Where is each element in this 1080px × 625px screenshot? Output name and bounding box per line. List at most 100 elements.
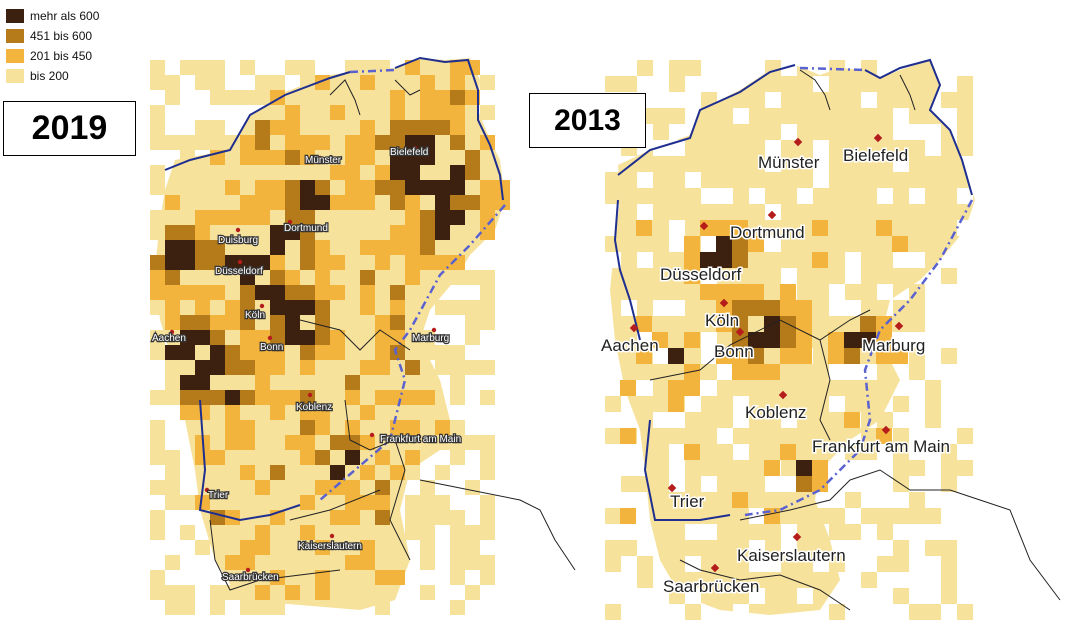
grid-cell (165, 480, 180, 495)
grid-cell (255, 210, 270, 225)
city-label: Münster (758, 153, 820, 172)
grid-cell (465, 165, 480, 180)
grid-cell (465, 435, 480, 450)
grid-cell (315, 420, 330, 435)
grid-cell (480, 135, 495, 150)
grid-cell (637, 380, 653, 396)
city-label: Köln (245, 310, 265, 321)
grid-cell (225, 345, 240, 360)
city-marker (778, 390, 788, 400)
grid-cell (420, 150, 435, 165)
grid-cell (450, 75, 465, 90)
grid-cell (255, 150, 270, 165)
grid-cell (165, 375, 180, 390)
city-marker (792, 532, 802, 542)
city-marker (245, 567, 251, 573)
grid-cell (285, 285, 300, 300)
grid-cell (420, 495, 435, 510)
grid-cell (909, 316, 925, 332)
grid-cell (450, 180, 465, 195)
grid-cell (480, 270, 495, 285)
grid-cell (195, 210, 210, 225)
grid-cell (909, 124, 925, 140)
grid-cell (909, 300, 925, 316)
border-lines (649, 309, 1061, 611)
grid-cell (315, 255, 330, 270)
grid-cell (345, 135, 360, 150)
grid-cell (957, 124, 973, 140)
grid-cell (405, 390, 420, 405)
grid-cell (195, 360, 210, 375)
grid-cell (285, 195, 300, 210)
grid-cell (893, 428, 909, 444)
grid-cell (909, 348, 925, 364)
grid-cell (909, 364, 925, 380)
grid-cell (845, 252, 861, 268)
grid-cell (861, 444, 877, 460)
city-label: Dortmund (730, 223, 805, 242)
city-label: Bonn (714, 342, 754, 361)
grid-cell (180, 495, 195, 510)
grid-cell (669, 412, 685, 428)
grid-cell (225, 300, 240, 315)
grid-cell (285, 585, 300, 600)
grid-cell (345, 450, 360, 465)
grid-cell (165, 495, 180, 510)
grid-cell (195, 315, 210, 330)
grid-cell (637, 60, 653, 76)
grid-cell (360, 240, 375, 255)
grid-cell (375, 165, 390, 180)
grid-cell (637, 204, 653, 220)
grid-cell (300, 225, 315, 240)
grid-cell (285, 105, 300, 120)
grid-cell (180, 315, 195, 330)
grid-cell (450, 375, 465, 390)
grid-cell (270, 75, 285, 90)
grid-cell (315, 195, 330, 210)
grid-cell (845, 268, 861, 284)
city-label: Trier (670, 492, 705, 511)
grid-cell (195, 240, 210, 255)
grid-cell (150, 510, 165, 525)
grid-cell (685, 588, 701, 604)
grid-cell (180, 525, 195, 540)
grid-cell (732, 284, 748, 300)
border-lines (799, 69, 916, 111)
city-marker (735, 327, 745, 337)
grid-cell (653, 412, 669, 428)
grid-cell (300, 240, 315, 255)
grid-cell (225, 405, 240, 420)
city-marker (894, 321, 904, 331)
grid-cell (225, 255, 240, 270)
grid-cell (165, 90, 180, 105)
grid-cell (877, 508, 893, 524)
grid-cell (909, 188, 925, 204)
grid-cell (605, 540, 621, 556)
grid-cell (360, 150, 375, 165)
grid-cell (315, 345, 330, 360)
grid-cell (637, 556, 653, 572)
grid-cell (255, 585, 270, 600)
grid-cell (285, 315, 300, 330)
grid-cell (285, 120, 300, 135)
grid-cell (636, 348, 652, 364)
grid-cell (405, 495, 420, 510)
grid-cell (812, 252, 828, 268)
city-label: Aachen (152, 333, 186, 344)
grid-cell (733, 604, 749, 620)
grid-cell (150, 450, 165, 465)
city-label: Marburg (862, 336, 925, 355)
grid-cell (390, 225, 405, 240)
grid-cell (210, 360, 225, 375)
grid-cell (315, 330, 330, 345)
grid-cell (285, 150, 300, 165)
grid-cell (480, 285, 495, 300)
grid-cell (195, 75, 210, 90)
grid-cell (909, 492, 925, 508)
grid-cell (780, 284, 796, 300)
grid-cell (732, 220, 748, 236)
grid-cell (621, 476, 637, 492)
grid-cell (877, 524, 893, 540)
grid-cell (255, 195, 270, 210)
grid-cell (270, 345, 285, 360)
